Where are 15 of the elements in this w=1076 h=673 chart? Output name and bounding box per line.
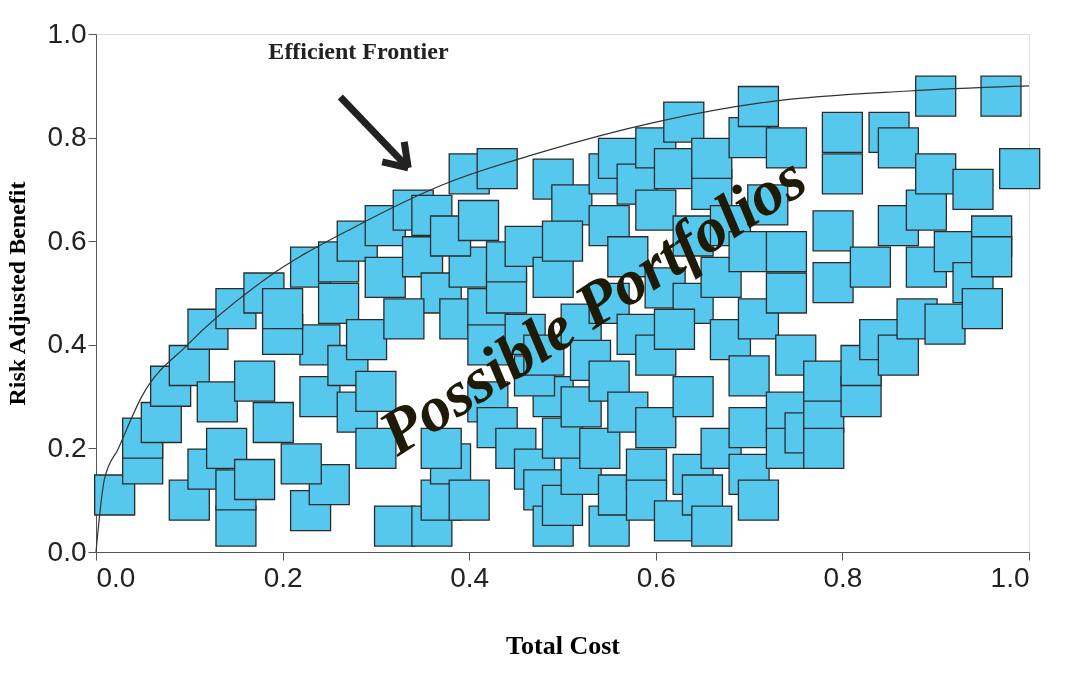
y-tick-label: 0.6 xyxy=(47,224,87,256)
y-tick-label: 0.0 xyxy=(47,535,87,567)
y-axis-title: Risk Adjusted Benefit xyxy=(3,181,30,406)
y-tick-label: 0.2 xyxy=(47,431,87,463)
x-tick-label: 0.2 xyxy=(263,561,303,593)
y-tick-label: 0.4 xyxy=(47,328,87,360)
x-tick-label: 0.8 xyxy=(823,561,863,593)
y-tick-label: 1.0 xyxy=(47,17,87,49)
x-axis-title: Total Cost xyxy=(506,630,621,660)
x-tick-label: 0.6 xyxy=(636,561,676,593)
annotation: Efficient Frontier xyxy=(268,38,449,65)
x-tick-label: 1.0 xyxy=(990,561,1030,593)
x-tick-label: 0.4 xyxy=(450,561,490,593)
x-tick-label: 0.0 xyxy=(96,561,136,593)
y-tick-label: 0.8 xyxy=(47,121,87,153)
